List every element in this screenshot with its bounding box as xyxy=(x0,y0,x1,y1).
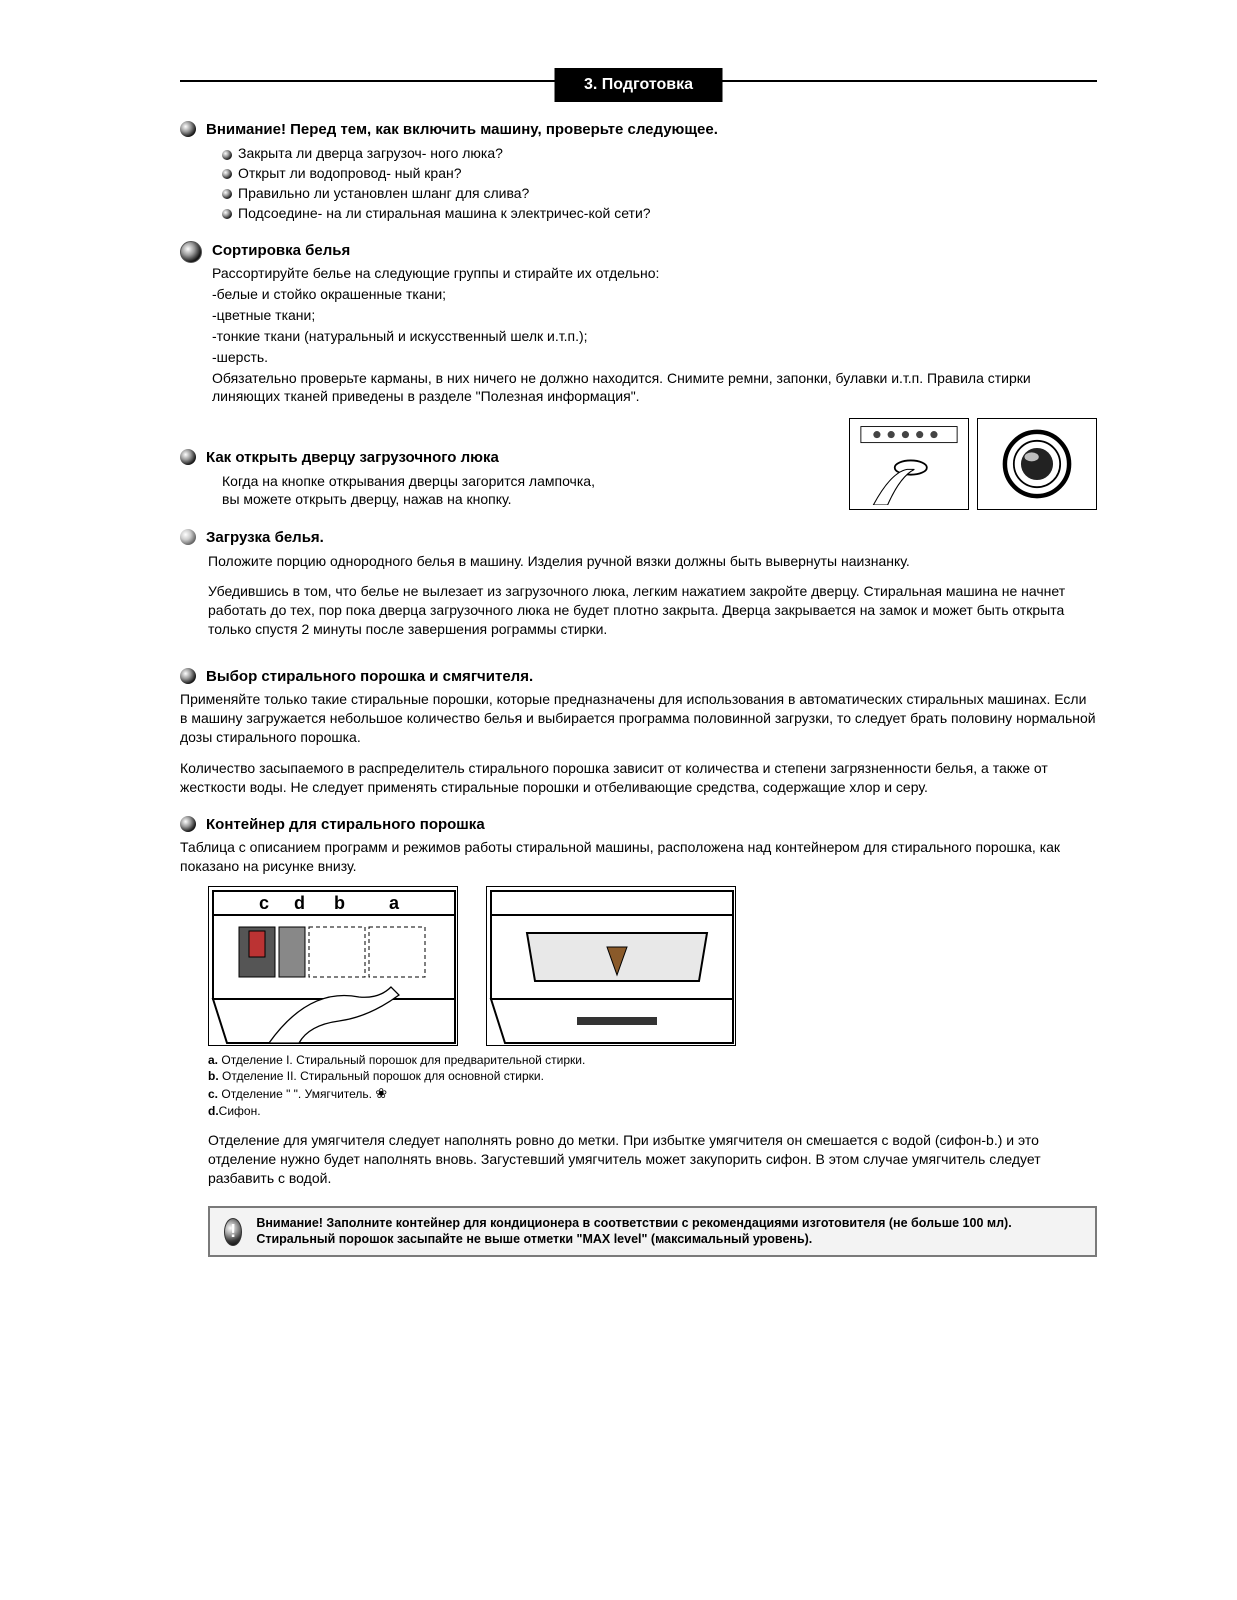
svg-text:a: a xyxy=(389,893,400,913)
bullet-icon xyxy=(180,529,196,545)
body-text: Когда на кнопке открывания дверцы загори… xyxy=(222,472,602,510)
figure-panel-button xyxy=(849,418,969,510)
bullet-icon xyxy=(222,169,232,179)
body-text: Отделение для умягчителя следует наполня… xyxy=(208,1131,1097,1188)
section-sorting: Сортировка белья Рассортируйте белье на … xyxy=(180,241,1097,408)
section-title: Загрузка белья. xyxy=(206,528,324,548)
bullet-icon xyxy=(180,668,196,684)
bullet-icon xyxy=(222,209,232,219)
body-text: Таблица с описанием программ и режимов р… xyxy=(180,838,1097,876)
section-attention: Внимание! Перед тем, как включить машину… xyxy=(180,120,1097,223)
body-text: Рассортируйте белье на следующие группы … xyxy=(212,264,1097,406)
text-line: Рассортируйте белье на следующие группы … xyxy=(212,264,1097,283)
flower-icon: ❀ xyxy=(375,1085,387,1101)
legend-item: Отделение " ". Умягчитель. xyxy=(221,1087,372,1101)
section-container: Контейнер для стирального порошка Таблиц… xyxy=(180,815,1097,1257)
section-detergent: Выбор стирального порошка и смягчителя. … xyxy=(180,667,1097,797)
warning-box: ! Внимание! Заполните контейнер для конд… xyxy=(208,1206,1097,1257)
bullet-icon xyxy=(180,449,196,465)
svg-text:c: c xyxy=(259,893,269,913)
drawer-figures: c d b a xyxy=(208,886,1097,1046)
attention-list: Закрыта ли дверца загрузоч- ного люка? О… xyxy=(222,144,1097,223)
figure-drawer-top xyxy=(486,886,736,1046)
text-line: -тонкие ткани (натуральный и искусственн… xyxy=(212,327,1097,346)
section-title: Сортировка белья xyxy=(212,241,1097,261)
section-title: Выбор стирального порошка и смягчителя. xyxy=(206,667,533,687)
list-item: Подсоедине- на ли стиральная машина к эл… xyxy=(238,205,651,221)
section-loading: Загрузка белья. Положите порцию однородн… xyxy=(180,528,1097,639)
svg-text:b: b xyxy=(334,893,345,913)
text-line: -шерсть. xyxy=(212,348,1097,367)
text-line: Обязательно проверьте карманы, в них нич… xyxy=(212,369,1097,407)
text-line: -цветные ткани; xyxy=(212,306,1097,325)
door-figures xyxy=(849,418,1097,510)
bullet-icon xyxy=(222,189,232,199)
svg-text:d: d xyxy=(294,893,305,913)
legend-item: Отделение II. Стиральный порошок для осн… xyxy=(222,1069,544,1083)
bullet-icon xyxy=(180,816,196,832)
drawer-legend: a. Отделение I. Стиральный порошок для п… xyxy=(208,1052,1097,1119)
legend-item: Сифон. xyxy=(219,1104,261,1118)
list-item: Закрыта ли дверца загрузоч- ного люка? xyxy=(238,145,503,161)
warning-text: Внимание! Заполните контейнер для кондиц… xyxy=(256,1216,1081,1247)
body-text: Положите порцию однородного белья в маши… xyxy=(208,552,1097,571)
section-title: Внимание! Перед тем, как включить машину… xyxy=(206,120,718,140)
body-text: Количество засыпаемого в распределитель … xyxy=(180,759,1097,797)
text-line: -белые и стойко окрашенные ткани; xyxy=(212,285,1097,304)
bullet-icon xyxy=(222,150,232,160)
section-open-door: Как открыть дверцу загрузочного люка Ког… xyxy=(180,426,1097,510)
bullet-icon xyxy=(180,241,202,263)
list-item: Правильно ли установлен шланг для слива? xyxy=(238,185,529,201)
figure-drawer-open: c d b a xyxy=(208,886,458,1046)
header-rule: 3. Подготовка xyxy=(180,80,1097,82)
list-item: Открыт ли водопровод- ный кран? xyxy=(238,165,462,181)
header-tab: 3. Подготовка xyxy=(554,68,723,102)
section-title: Контейнер для стирального порошка xyxy=(206,815,485,835)
body-text: Убедившись в том, что белье не вылезает … xyxy=(208,582,1097,639)
body-text: Применяйте только такие стиральные порош… xyxy=(180,690,1097,747)
figure-door-front xyxy=(977,418,1097,510)
section-title: Как открыть дверцу загрузочного люка xyxy=(206,448,499,468)
warning-icon: ! xyxy=(224,1218,242,1246)
bullet-icon xyxy=(180,121,196,137)
legend-item: Отделение I. Стиральный порошок для пред… xyxy=(221,1053,585,1067)
